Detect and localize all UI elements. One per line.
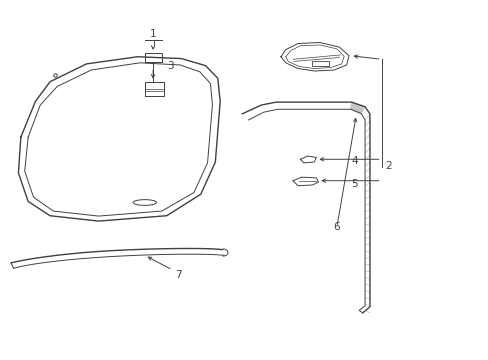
Text: 5: 5 [351,179,357,189]
Text: 2: 2 [385,161,391,171]
Text: 4: 4 [351,157,357,166]
Text: 6: 6 [333,222,340,232]
Text: 1: 1 [150,29,157,39]
Text: 7: 7 [175,270,182,280]
Text: 3: 3 [166,61,173,71]
Bar [311,61,328,66]
